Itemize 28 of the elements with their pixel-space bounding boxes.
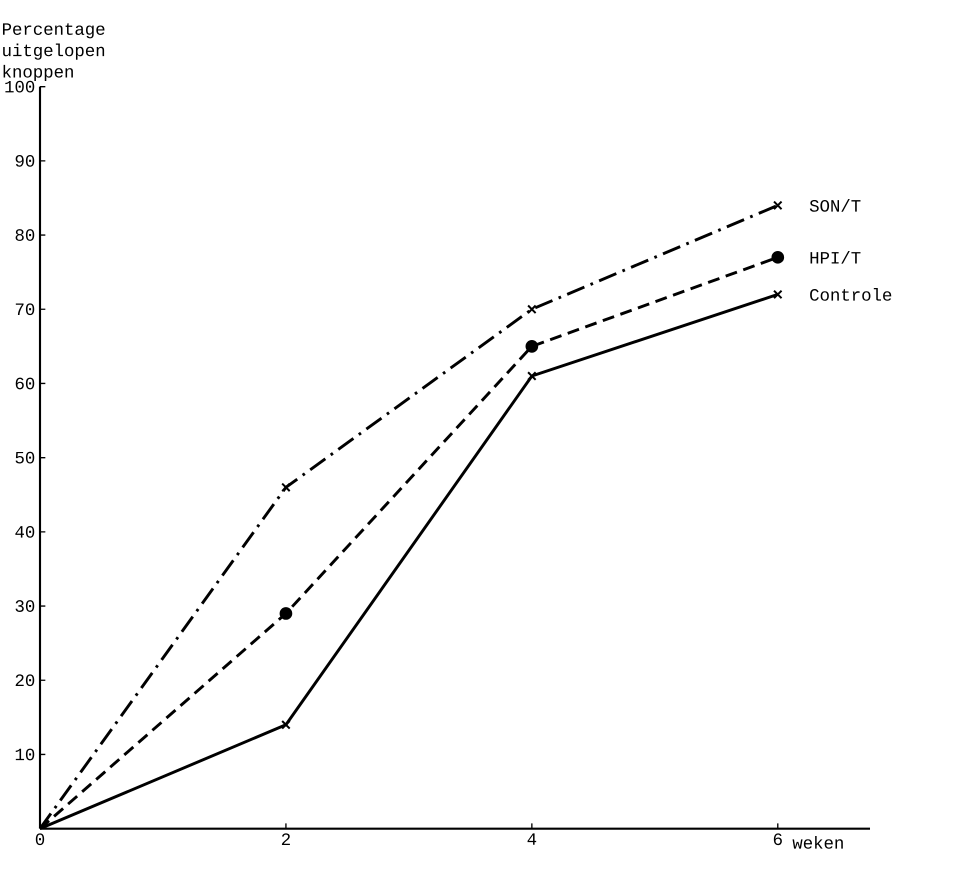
x-tick-label: 0: [36, 834, 44, 846]
x-tick-label: 4: [528, 834, 536, 845]
x-axis-title: weken: [792, 836, 843, 849]
y-tick-label: 20: [16, 674, 34, 686]
point: [281, 482, 291, 492]
point: [281, 720, 291, 730]
y-tick-label: 60: [16, 378, 34, 390]
y-tick-label: 50: [16, 452, 34, 464]
x-tick-label: 6: [774, 834, 782, 846]
point: [527, 304, 537, 314]
y-tick-label: 70: [16, 304, 34, 316]
y-axis-title: Percentage uitgelopen knoppen: [2, 23, 104, 82]
point: [527, 371, 537, 381]
y-tick-label: 100: [5, 80, 34, 93]
series-label: Controle: [810, 288, 892, 301]
y-tick-label: 40: [15, 526, 34, 538]
point: [280, 607, 292, 620]
series-label: SON/T: [810, 199, 861, 212]
point: [773, 200, 783, 210]
y-tick-label: 80: [16, 229, 34, 242]
point: [773, 290, 783, 300]
y-tick-label: 90: [16, 155, 34, 167]
x-tick-label: 2: [282, 834, 290, 846]
point: [526, 340, 538, 353]
series-label: HPI/T: [810, 251, 861, 264]
y-tick-label: 10: [16, 748, 34, 761]
y-tick-label: 30: [16, 600, 34, 612]
point: [771, 251, 784, 264]
